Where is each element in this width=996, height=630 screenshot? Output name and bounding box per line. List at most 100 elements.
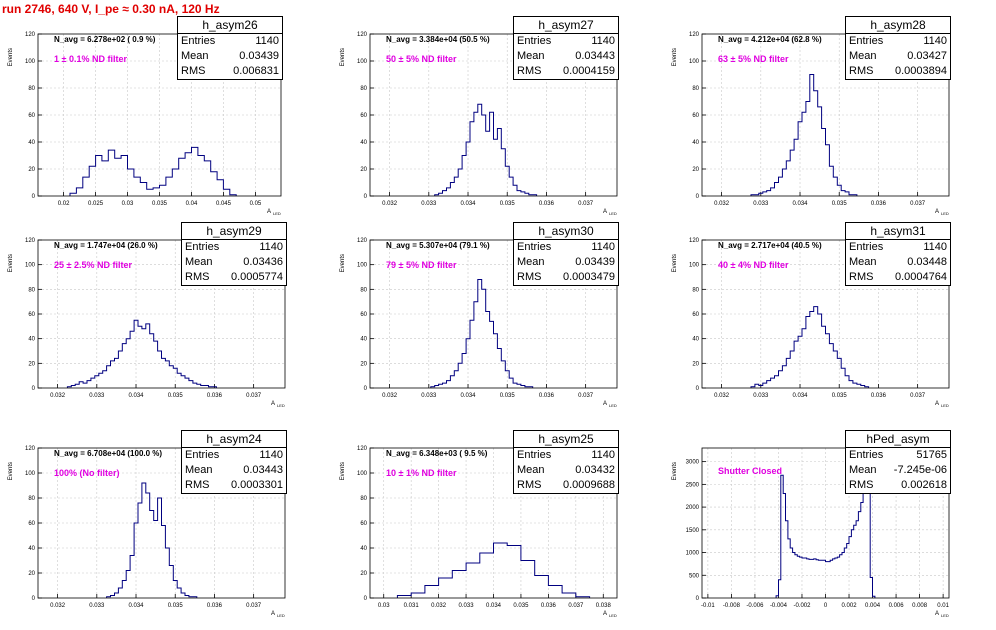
x-tick-label: 0.002: [842, 603, 858, 609]
y-tick-label: 3000: [686, 460, 700, 466]
stats-value: 0.03427: [907, 50, 947, 62]
y-tick-label: 80: [360, 287, 367, 293]
y-tick-label: 60: [28, 113, 35, 119]
stats-box: h_asym30 Entries 1140 Mean 0.03439 RMS 0.00034…: [513, 222, 619, 286]
y-tick-label: 80: [692, 86, 699, 92]
stats-label: Entries: [849, 35, 884, 47]
stats-value: 0.0005774: [231, 271, 283, 283]
x-tick-label: 0.037: [568, 603, 584, 609]
x-tick-label: 0.035: [500, 201, 516, 207]
stats-value: 0.03439: [239, 50, 279, 62]
stats-row-entries: Entries 1140: [514, 240, 618, 255]
stats-box: h_asym26 Entries 1140 Mean 0.03439 RMS 0.00683…: [177, 16, 283, 80]
y-tick-label: 20: [28, 361, 35, 367]
y-tick-label: 2000: [686, 505, 700, 511]
x-tick-label: 0.02: [58, 201, 70, 207]
x-tick-label: 0.036: [539, 393, 555, 399]
stats-row-rms: RMS 0.0003479: [514, 270, 618, 285]
stats-row-mean: Mean 0.03443: [182, 463, 286, 478]
x-tick-label: 0.038: [596, 603, 612, 609]
x-tick-label: 0.03: [378, 603, 390, 609]
stats-label: RMS: [849, 271, 874, 283]
stats-label: Mean: [517, 256, 545, 268]
x-tick-label: 0.033: [89, 393, 105, 399]
y-tick-label: 0: [32, 194, 36, 200]
stats-row-mean: Mean 0.03439: [178, 49, 282, 64]
y-tick-label: 20: [692, 167, 699, 173]
x-tick-label: 0.034: [461, 393, 477, 399]
stats-label: Entries: [517, 241, 552, 253]
x-tick-label: 0.032: [382, 393, 398, 399]
filter-label: 79 ± 5% ND filter: [386, 260, 457, 270]
stats-value: -7.245e-06: [893, 464, 947, 476]
y-tick-label: 20: [360, 361, 367, 367]
x-axis-label: A: [935, 611, 939, 617]
y-tick-label: 80: [360, 86, 367, 92]
histogram-panel-h_asym27: 0 20 40 60 80 100 120 0.032 0.033 0.034 0.035 0.036…: [332, 14, 662, 216]
y-tick-label: 120: [25, 32, 36, 38]
y-tick-label: 80: [28, 86, 35, 92]
x-tick-label: 0.035: [168, 393, 184, 399]
histogram-panel-hPed_asym: 0 500 1000 1500 2000 2500 3000 -0.01 -0.008 -0.00…: [664, 430, 994, 630]
x-axis-label: A: [603, 611, 607, 617]
y-tick-label: 80: [28, 287, 35, 293]
x-axis-label: A: [935, 401, 939, 407]
y-tick-label: 120: [357, 238, 368, 244]
histogram-title: h_asym26: [178, 17, 282, 34]
histogram-series: [66, 319, 217, 388]
x-tick-label: 0.036: [207, 393, 223, 399]
x-tick-label: 0.032: [50, 603, 66, 609]
stats-label: RMS: [185, 479, 210, 491]
stats-label: RMS: [517, 479, 542, 491]
x-tick-label: 0.032: [50, 393, 66, 399]
x-tick-label: 0.035: [832, 201, 848, 207]
stats-label: Mean: [849, 50, 877, 62]
plot-frame: [701, 33, 950, 197]
y-tick-label: 20: [360, 571, 367, 577]
y-tick-label: 120: [25, 238, 36, 244]
histogram-panel-h_asym29: 0 20 40 60 80 100 120 0.032 0.033 0.034 0.035 0.036…: [0, 222, 330, 422]
histogram-panel-h_asym26: 0 20 40 60 80 100 120 0.02 0.025 0.03 0.035 0.04 0.0…: [0, 14, 330, 216]
x-tick-label: 0.034: [461, 201, 477, 207]
x-axis-subscript: LED: [609, 211, 617, 216]
stats-row-mean: Mean 0.03436: [182, 255, 286, 270]
y-tick-label: 40: [360, 546, 367, 552]
stats-box: h_asym25 Entries 1140 Mean 0.03432 RMS 0.00096…: [513, 430, 619, 494]
y-tick-label: 0: [696, 386, 700, 392]
x-tick-label: 0.03: [122, 201, 134, 207]
stats-value: 0.0009688: [563, 479, 615, 491]
stats-label: RMS: [849, 65, 874, 77]
stats-row-rms: RMS 0.0004764: [846, 270, 950, 285]
stats-label: RMS: [517, 65, 542, 77]
y-tick-label: 0: [364, 386, 368, 392]
stats-value: 0.03432: [575, 464, 615, 476]
x-tick-label: 0.037: [910, 201, 926, 207]
histogram-title: h_asym27: [514, 17, 618, 34]
stats-label: Entries: [181, 35, 216, 47]
x-axis-label: A: [267, 209, 271, 215]
y-tick-label: 100: [25, 263, 36, 269]
stats-row-rms: RMS 0.0005774: [182, 270, 286, 285]
navg-label: N_avg = 3.384e+04 (50.5 %): [386, 35, 490, 44]
x-axis-subscript: LED: [277, 613, 285, 618]
stats-box: hPed_asym Entries 51765 Mean -7.245e-06 RMS 0.…: [845, 430, 951, 494]
filter-label: 1 ± 0.1% ND filter: [54, 54, 127, 64]
y-tick-label: 1500: [686, 528, 700, 534]
stats-row-mean: Mean 0.03448: [846, 255, 950, 270]
stats-box: h_asym29 Entries 1140 Mean 0.03436 RMS 0.00057…: [181, 222, 287, 286]
x-tick-label: 0.034: [129, 603, 145, 609]
y-tick-label: 40: [28, 546, 35, 552]
stats-label: Mean: [185, 256, 213, 268]
y-axis-label: Events: [8, 462, 14, 480]
stats-row-rms: RMS 0.0004159: [514, 64, 618, 79]
stats-value: 0.0004764: [895, 271, 947, 283]
y-tick-label: 20: [28, 167, 35, 173]
plot-frame: [701, 239, 950, 389]
stats-label: Entries: [517, 35, 552, 47]
stats-value: 1140: [923, 35, 947, 47]
stats-label: Entries: [517, 449, 552, 461]
histogram-title: h_asym30: [514, 223, 618, 240]
navg-label: N_avg = 6.348e+03 ( 9.5 %): [386, 449, 488, 458]
y-axis-label: Events: [8, 254, 14, 272]
y-axis-label: Events: [340, 462, 346, 480]
